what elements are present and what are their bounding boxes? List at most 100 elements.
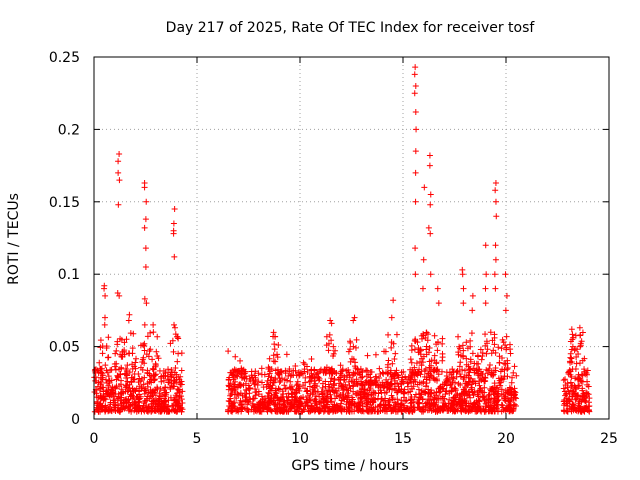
data-point [287, 378, 294, 385]
data-point [459, 342, 466, 349]
data-point [105, 382, 112, 389]
data-point [387, 404, 394, 411]
data-point [171, 321, 178, 328]
data-point [297, 370, 304, 377]
data-point [95, 370, 102, 377]
data-point [336, 380, 343, 387]
data-point [125, 350, 132, 357]
data-point [460, 285, 467, 292]
y-tick-label: 0.2 [58, 122, 80, 138]
data-point [576, 324, 583, 331]
data-point [170, 383, 177, 390]
data-point [344, 390, 351, 397]
data-point [141, 390, 148, 397]
data-point [141, 295, 148, 302]
data-point [241, 375, 248, 382]
data-point [437, 405, 444, 412]
data-point [425, 349, 432, 356]
data-point [448, 371, 455, 378]
data-point [107, 407, 114, 414]
data-point [319, 384, 326, 391]
data-point [115, 373, 122, 380]
data-point [170, 220, 177, 227]
data-point [358, 408, 365, 415]
data-point [492, 242, 499, 249]
data-point [349, 396, 356, 403]
data-point [347, 358, 354, 365]
data-point [493, 399, 500, 406]
data-point [237, 383, 244, 390]
data-point [367, 398, 374, 405]
data-point [162, 384, 169, 391]
data-point [171, 206, 178, 213]
data-point [279, 401, 286, 408]
data-point [115, 169, 122, 176]
data-point [475, 388, 482, 395]
data-point [160, 372, 167, 379]
data-point [248, 372, 255, 379]
data-point [468, 330, 475, 337]
data-point [340, 393, 347, 400]
data-point [476, 387, 483, 394]
data-point [142, 398, 149, 405]
data-point [450, 375, 457, 382]
data-point [174, 390, 181, 397]
data-point [398, 386, 405, 393]
data-point [125, 407, 132, 414]
data-point [292, 390, 299, 397]
data-point [463, 339, 470, 346]
data-point [386, 385, 393, 392]
data-point [150, 329, 157, 336]
data-point [407, 356, 414, 363]
data-point [277, 368, 284, 375]
data-point [176, 376, 183, 383]
data-point [252, 376, 259, 383]
data-point [252, 368, 259, 375]
data-point [392, 350, 399, 357]
data-point [328, 399, 335, 406]
data-point [128, 392, 135, 399]
data-point [412, 109, 419, 116]
data-point [139, 359, 146, 366]
data-point [457, 359, 464, 366]
data-point [408, 359, 415, 366]
data-point [415, 404, 422, 411]
data-point [399, 378, 406, 385]
data-point [434, 338, 441, 345]
data-point [150, 321, 157, 328]
data-point [161, 395, 168, 402]
data-point [103, 390, 110, 397]
data-point [404, 405, 411, 412]
data-point [121, 339, 128, 346]
data-point [376, 365, 383, 372]
data-point [575, 350, 582, 357]
data-point [440, 403, 447, 410]
axis-ticks [93, 56, 610, 420]
data-point [363, 377, 370, 384]
data-point [254, 381, 261, 388]
data-point [462, 390, 469, 397]
data-point [382, 395, 389, 402]
data-point [231, 374, 238, 381]
data-point [178, 393, 185, 400]
data-point [117, 335, 124, 342]
data-point [255, 370, 262, 377]
data-point [328, 375, 335, 382]
data-point [279, 388, 286, 395]
data-point [133, 385, 140, 392]
data-point [568, 383, 575, 390]
data-point [412, 271, 419, 278]
data-point [579, 329, 586, 336]
data-point [430, 367, 437, 374]
data-point [463, 355, 470, 362]
data-point [583, 404, 590, 411]
data-point [349, 406, 356, 413]
data-point [457, 381, 464, 388]
data-point [125, 387, 132, 394]
data-point [359, 398, 365, 405]
data-point [140, 354, 147, 361]
data-point [311, 384, 318, 391]
data-point [323, 364, 330, 371]
data-point [393, 367, 400, 374]
data-point [357, 391, 364, 398]
